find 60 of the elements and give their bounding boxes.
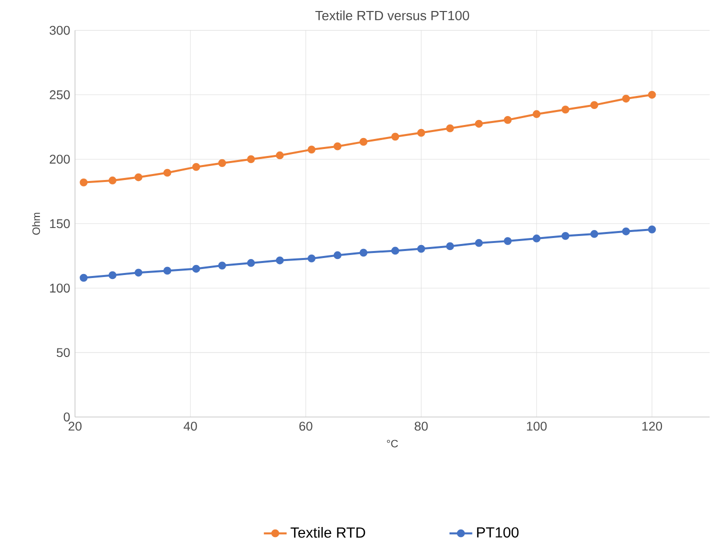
point <box>504 116 512 124</box>
x-tick-label: 20 <box>68 422 82 431</box>
y-tick-label: 150 <box>50 219 70 228</box>
y-tick-label: 0 <box>64 412 70 422</box>
point <box>590 101 598 110</box>
point <box>474 239 483 247</box>
x-tick-label: 80 <box>414 422 428 431</box>
point <box>247 155 255 164</box>
point <box>163 168 172 177</box>
point <box>134 268 142 277</box>
point <box>308 254 316 262</box>
point <box>446 124 454 132</box>
point <box>108 271 116 280</box>
point <box>417 128 426 137</box>
point <box>648 226 656 234</box>
point <box>218 159 226 168</box>
point <box>391 246 400 255</box>
point <box>504 237 512 245</box>
point <box>334 142 342 150</box>
x-tick-label: 60 <box>299 422 312 431</box>
point <box>192 163 200 171</box>
point <box>562 106 570 114</box>
point <box>218 262 226 270</box>
point <box>276 151 284 160</box>
x-tick-label: 100 <box>526 422 547 431</box>
point <box>532 234 541 242</box>
legend-label: Textile RTD <box>290 527 366 538</box>
point <box>80 274 88 282</box>
point <box>474 120 483 128</box>
y-tick-label: 200 <box>50 154 70 164</box>
point <box>532 110 541 118</box>
point <box>622 94 630 103</box>
point <box>308 146 316 154</box>
y-tick-label: 250 <box>50 90 70 100</box>
y-axis-title: Ohm <box>32 212 40 235</box>
point <box>622 227 630 236</box>
x-tick-label: 40 <box>184 422 197 431</box>
point <box>108 176 116 184</box>
point <box>163 266 172 275</box>
point <box>590 230 598 238</box>
point <box>360 138 368 146</box>
point <box>391 132 400 141</box>
x-tick-label: 120 <box>642 422 662 431</box>
point <box>417 244 426 253</box>
point <box>562 232 570 240</box>
point <box>276 256 284 264</box>
y-tick-label: 50 <box>56 348 70 358</box>
point <box>334 251 342 260</box>
point <box>134 173 142 182</box>
point <box>360 248 368 257</box>
point <box>648 90 656 99</box>
x-axis-title: °C <box>386 440 398 448</box>
legend-label: PT100 <box>477 527 519 538</box>
y-tick-label: 100 <box>50 284 70 293</box>
point <box>80 178 88 186</box>
point <box>192 264 200 273</box>
point <box>446 242 454 250</box>
chart-title: Textile RTD versus PT100 <box>315 10 470 20</box>
y-tick-label: 300 <box>50 26 70 35</box>
point <box>247 259 255 267</box>
